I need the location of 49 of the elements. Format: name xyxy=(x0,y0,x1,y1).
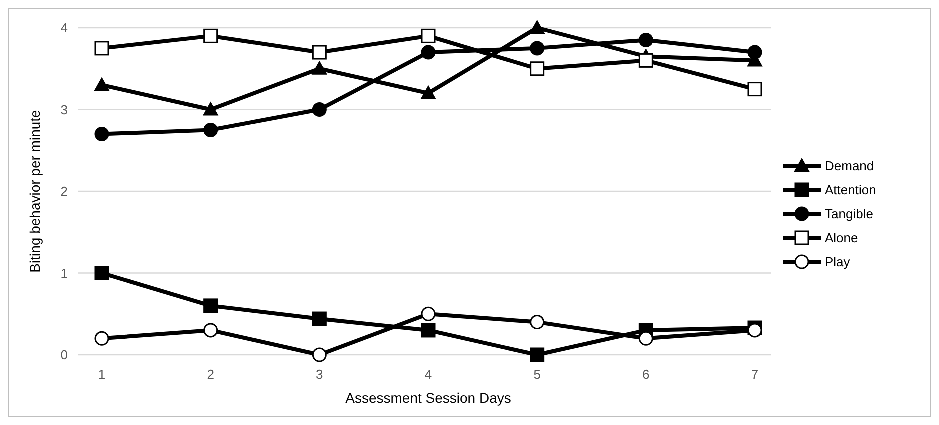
point xyxy=(530,348,545,362)
point xyxy=(312,312,327,326)
point xyxy=(421,323,436,338)
x-tick-label: 2 xyxy=(207,367,214,382)
y-axis-title: Biting behavior per minute xyxy=(27,110,43,273)
x-tick-label: 6 xyxy=(642,367,650,382)
point xyxy=(94,127,110,142)
point xyxy=(748,82,762,97)
y-tick-label: 2 xyxy=(60,184,68,200)
point xyxy=(203,102,218,116)
point xyxy=(312,45,327,60)
point xyxy=(94,41,110,56)
point xyxy=(530,41,545,56)
point xyxy=(638,33,654,48)
point xyxy=(748,45,762,60)
legend-label: Demand xyxy=(825,158,874,174)
point xyxy=(638,331,654,346)
point xyxy=(421,86,436,100)
legend-label: Alone xyxy=(825,230,858,246)
x-tick-label: 5 xyxy=(534,367,541,382)
point xyxy=(204,298,218,314)
x-tick-label: 4 xyxy=(424,367,432,382)
point xyxy=(421,45,436,60)
point xyxy=(204,28,218,44)
point xyxy=(94,78,110,92)
point xyxy=(421,306,436,322)
point xyxy=(530,20,545,34)
point xyxy=(94,331,110,346)
y-tick-label: 0 xyxy=(60,348,68,363)
point xyxy=(421,28,436,44)
legend-label: Attention xyxy=(825,182,876,198)
point xyxy=(530,315,545,330)
y-tick-label: 1 xyxy=(60,266,68,281)
x-axis-title: Assessment Session Days xyxy=(346,390,512,406)
x-tick-label: 7 xyxy=(751,367,759,382)
x-tick-label: 3 xyxy=(316,367,324,382)
point xyxy=(312,102,327,117)
legend-label: Play xyxy=(825,254,851,270)
legend-label: Tangible xyxy=(825,206,874,222)
point xyxy=(204,323,218,338)
y-tick-label: 3 xyxy=(60,102,68,118)
point xyxy=(312,61,328,75)
point xyxy=(530,62,545,76)
point xyxy=(204,122,218,138)
point xyxy=(638,53,654,68)
point xyxy=(312,348,327,362)
point xyxy=(94,266,110,280)
y-tick-label: 4 xyxy=(60,20,68,36)
x-tick-label: 1 xyxy=(98,367,106,382)
